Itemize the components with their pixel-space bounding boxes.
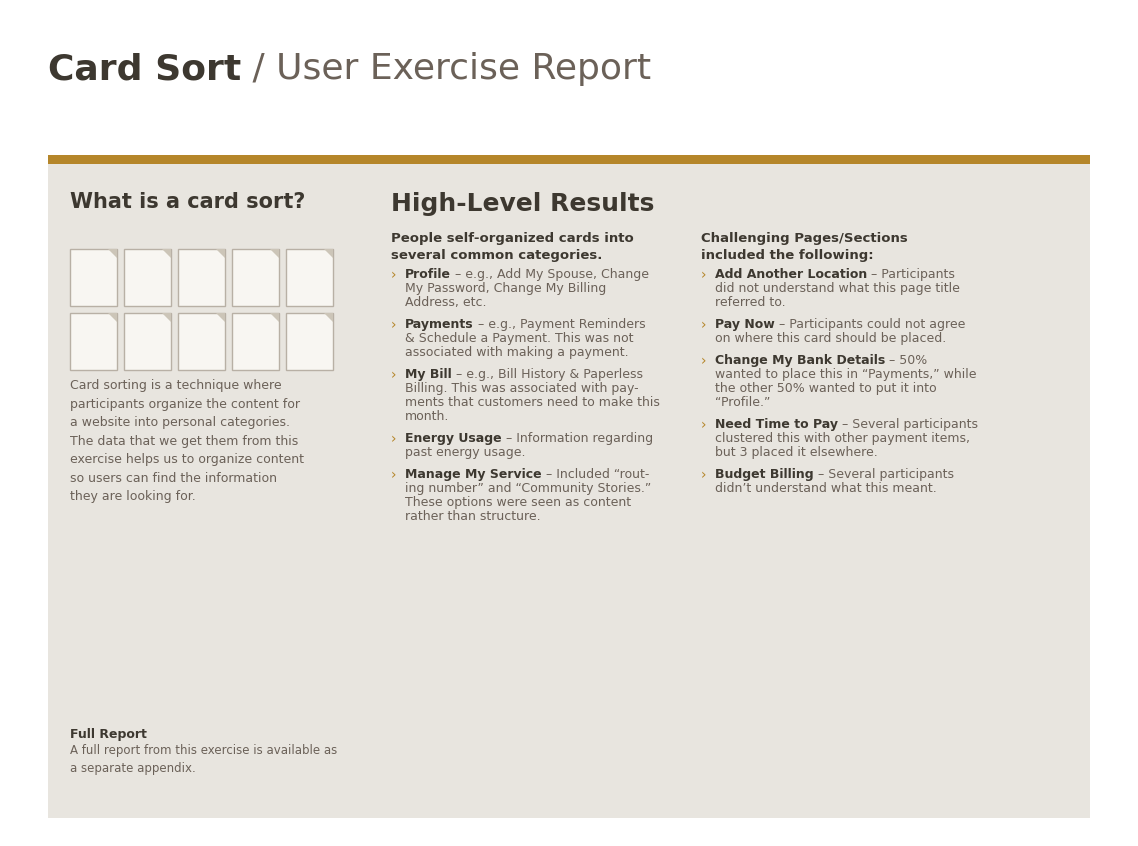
Text: “Profile.”: “Profile.” bbox=[715, 396, 770, 409]
Text: These options were seen as content: These options were seen as content bbox=[405, 496, 632, 509]
Text: Full Report: Full Report bbox=[71, 728, 147, 741]
Bar bbox=[232, 313, 279, 370]
Text: – e.g., Bill History & Paperless: – e.g., Bill History & Paperless bbox=[452, 368, 643, 381]
Text: – Information regarding: – Information regarding bbox=[502, 432, 653, 445]
Text: ›: › bbox=[701, 468, 707, 482]
Bar bbox=[71, 313, 117, 370]
Text: ›: › bbox=[391, 318, 396, 332]
Bar bbox=[48, 155, 1090, 164]
Text: My Password, Change My Billing: My Password, Change My Billing bbox=[405, 282, 607, 295]
Bar bbox=[232, 249, 279, 306]
Text: Payments: Payments bbox=[405, 318, 473, 331]
Text: Manage My Service: Manage My Service bbox=[405, 468, 542, 481]
Text: Profile: Profile bbox=[405, 268, 451, 281]
Text: Card sorting is a technique where
participants organize the content for
a websit: Card sorting is a technique where partic… bbox=[71, 379, 304, 503]
Text: A full report from this exercise is available as
a separate appendix.: A full report from this exercise is avai… bbox=[71, 744, 337, 774]
Text: ›: › bbox=[701, 318, 707, 332]
Text: rather than structure.: rather than structure. bbox=[405, 510, 541, 523]
Text: – Several participants: – Several participants bbox=[814, 468, 954, 481]
Text: ›: › bbox=[701, 268, 707, 282]
Polygon shape bbox=[270, 249, 279, 258]
Text: My Bill: My Bill bbox=[405, 368, 452, 381]
Text: associated with making a payment.: associated with making a payment. bbox=[405, 346, 628, 359]
Text: on where this card should be placed.: on where this card should be placed. bbox=[715, 332, 947, 345]
Text: & Schedule a Payment. This was not: & Schedule a Payment. This was not bbox=[405, 332, 634, 345]
Text: Address, etc.: Address, etc. bbox=[405, 296, 487, 309]
Text: Need Time to Pay: Need Time to Pay bbox=[715, 418, 838, 431]
Text: Budget Billing: Budget Billing bbox=[715, 468, 814, 481]
Text: ›: › bbox=[391, 268, 396, 282]
Text: referred to.: referred to. bbox=[715, 296, 785, 309]
Bar bbox=[178, 249, 225, 306]
Text: didn’t understand what this meant.: didn’t understand what this meant. bbox=[715, 482, 937, 495]
Text: Add Another Location: Add Another Location bbox=[715, 268, 867, 281]
Text: – e.g., Add My Spouse, Change: – e.g., Add My Spouse, Change bbox=[451, 268, 649, 281]
Polygon shape bbox=[162, 313, 171, 322]
Text: High-Level Results: High-Level Results bbox=[391, 192, 654, 216]
Bar bbox=[124, 313, 171, 370]
Text: clustered this with other payment items,: clustered this with other payment items, bbox=[715, 432, 970, 445]
Polygon shape bbox=[216, 313, 225, 322]
Text: past energy usage.: past energy usage. bbox=[405, 446, 526, 459]
Bar bbox=[286, 249, 333, 306]
Text: the other 50% wanted to put it into: the other 50% wanted to put it into bbox=[715, 382, 937, 395]
Text: ments that customers need to make this: ments that customers need to make this bbox=[405, 396, 660, 409]
Polygon shape bbox=[108, 313, 117, 322]
Bar bbox=[48, 164, 1090, 818]
Text: – Participants: – Participants bbox=[867, 268, 955, 281]
Text: Change My Bank Details: Change My Bank Details bbox=[715, 354, 885, 367]
Polygon shape bbox=[324, 313, 333, 322]
Text: – Participants could not agree: – Participants could not agree bbox=[775, 318, 965, 331]
Text: Challenging Pages/Sections
included the following:: Challenging Pages/Sections included the … bbox=[701, 232, 908, 262]
Text: People self-organized cards into
several common categories.: People self-organized cards into several… bbox=[391, 232, 634, 262]
Text: ›: › bbox=[701, 354, 707, 368]
Text: Billing. This was associated with pay-: Billing. This was associated with pay- bbox=[405, 382, 638, 395]
Text: but 3 placed it elsewhere.: but 3 placed it elsewhere. bbox=[715, 446, 877, 459]
Polygon shape bbox=[216, 249, 225, 258]
Text: did not understand what this page title: did not understand what this page title bbox=[715, 282, 959, 295]
Text: ›: › bbox=[391, 368, 396, 382]
Text: / User Exercise Report: / User Exercise Report bbox=[241, 52, 651, 86]
Bar bbox=[71, 249, 117, 306]
Text: What is a card sort?: What is a card sort? bbox=[71, 192, 305, 212]
Text: Energy Usage: Energy Usage bbox=[405, 432, 502, 445]
Polygon shape bbox=[108, 249, 117, 258]
Text: ›: › bbox=[391, 468, 396, 482]
Bar bbox=[286, 313, 333, 370]
Text: – e.g., Payment Reminders: – e.g., Payment Reminders bbox=[473, 318, 645, 331]
Text: ing number” and “Community Stories.”: ing number” and “Community Stories.” bbox=[405, 482, 651, 495]
Text: – 50%: – 50% bbox=[885, 354, 927, 367]
Polygon shape bbox=[324, 249, 333, 258]
Text: ›: › bbox=[701, 418, 707, 432]
Text: Card Sort: Card Sort bbox=[48, 52, 241, 86]
Bar bbox=[178, 313, 225, 370]
Text: wanted to place this in “Payments,” while: wanted to place this in “Payments,” whil… bbox=[715, 368, 976, 381]
Text: Pay Now: Pay Now bbox=[715, 318, 775, 331]
Polygon shape bbox=[270, 313, 279, 322]
Bar bbox=[124, 249, 171, 306]
Polygon shape bbox=[162, 249, 171, 258]
Text: – Several participants: – Several participants bbox=[838, 418, 978, 431]
Text: month.: month. bbox=[405, 410, 450, 423]
Text: – Included “rout-: – Included “rout- bbox=[542, 468, 649, 481]
Text: ›: › bbox=[391, 432, 396, 446]
